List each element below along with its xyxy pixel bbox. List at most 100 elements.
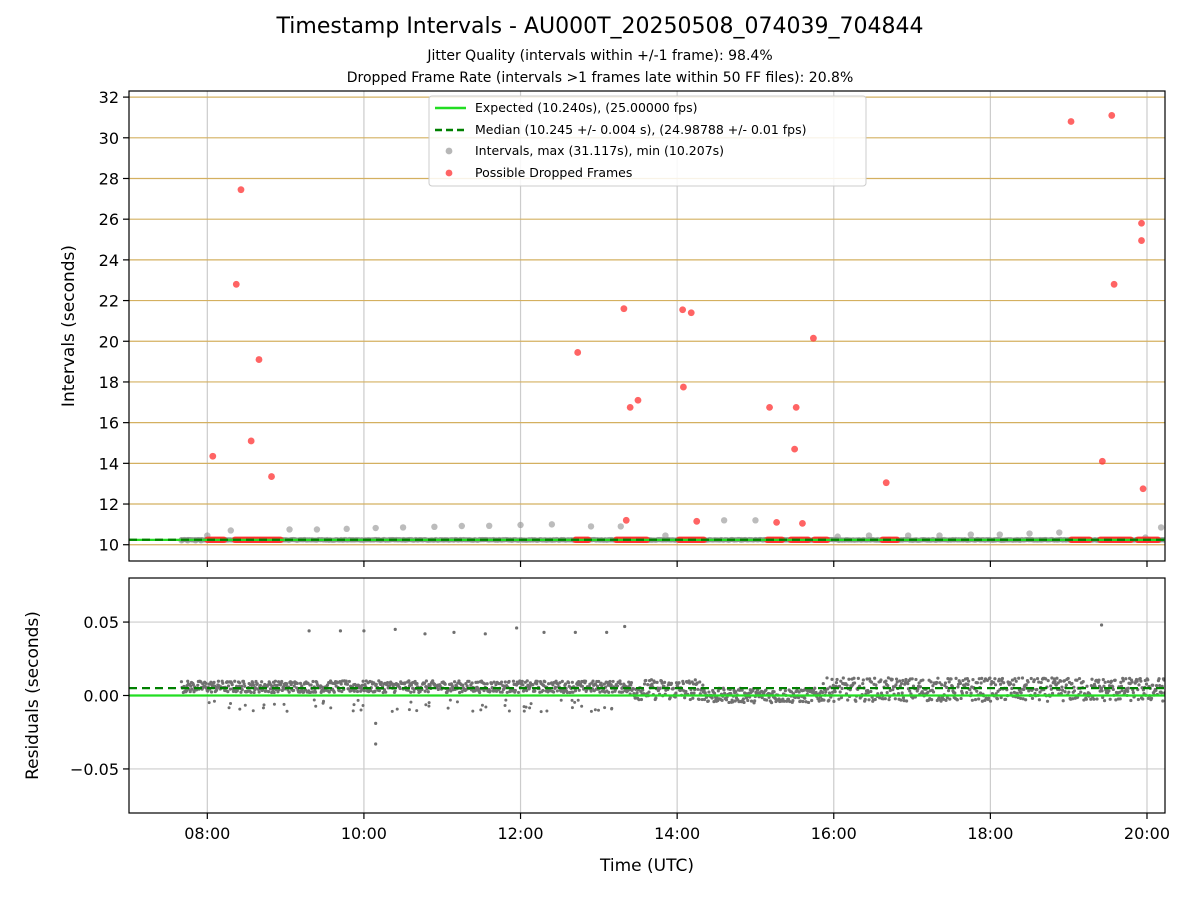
residual-point — [273, 679, 278, 683]
residual-point — [325, 683, 330, 687]
residual-point — [1101, 695, 1105, 700]
residual-point — [314, 704, 318, 708]
dropped-frame-point — [268, 473, 275, 480]
residual-point — [742, 700, 746, 705]
residual-point — [987, 696, 991, 700]
residual-point — [702, 688, 706, 692]
interval-point — [343, 525, 350, 533]
residual-point — [631, 686, 635, 691]
residual-point — [1090, 677, 1094, 681]
residual-point — [292, 684, 296, 688]
residual-point — [551, 683, 555, 687]
residual-point — [573, 700, 577, 704]
residual-point — [956, 685, 960, 689]
residual-point — [958, 681, 963, 686]
residual-point — [494, 683, 498, 687]
legend-dropped-swatch — [445, 169, 453, 177]
residual-point — [1123, 689, 1127, 693]
residual-point — [409, 690, 413, 694]
residual-point — [999, 695, 1003, 700]
residual-point — [209, 690, 214, 694]
residual-point — [1072, 685, 1076, 689]
residual-point — [597, 679, 601, 684]
residual-point — [573, 630, 577, 634]
residual-point — [186, 679, 190, 683]
residual-point — [424, 679, 429, 683]
residual-point — [655, 680, 659, 684]
residual-point — [243, 684, 247, 688]
residual-point — [457, 679, 461, 683]
residual-point — [989, 682, 993, 686]
interval-point — [996, 531, 1003, 538]
residual-point — [948, 697, 952, 701]
residual-point — [257, 690, 261, 694]
residual-point — [1139, 679, 1143, 683]
residual-point — [879, 691, 884, 695]
residual-point — [966, 682, 970, 687]
residual-point — [649, 678, 654, 682]
residual-point — [311, 679, 315, 684]
residual-point — [329, 706, 333, 710]
residual-point — [712, 691, 717, 695]
residual-point — [338, 629, 343, 633]
y-tick-label: 24 — [99, 251, 119, 270]
plot-frame — [128, 90, 1166, 562]
residual-point — [949, 677, 953, 681]
residual-point — [576, 698, 580, 702]
residual-point — [204, 681, 208, 685]
interval-point — [399, 524, 407, 531]
residual-point — [891, 688, 895, 692]
residual-point — [988, 676, 992, 680]
residual-point — [563, 682, 568, 686]
residual-point — [379, 680, 383, 685]
residual-point — [488, 689, 492, 693]
residual-point — [623, 624, 627, 629]
residual-point — [1084, 697, 1088, 701]
residual-point — [791, 698, 795, 703]
residual-point — [671, 686, 675, 690]
residual-point — [899, 698, 903, 702]
y-axis-label: Residuals (seconds) — [23, 611, 43, 780]
residual-point — [663, 680, 667, 684]
residual-point — [309, 683, 313, 687]
residual-point — [603, 706, 607, 710]
residual-point — [797, 690, 801, 694]
residual-point — [1045, 699, 1050, 703]
residual-point — [427, 704, 431, 708]
residual-point — [464, 681, 468, 686]
legend-entry: Possible Dropped Frames — [475, 165, 632, 180]
residual-point — [484, 705, 488, 709]
residual-point — [500, 690, 504, 694]
residual-point — [558, 681, 562, 685]
residual-point — [1064, 683, 1068, 687]
residual-point — [381, 690, 385, 695]
residual-point — [280, 679, 284, 684]
residual-point — [969, 691, 973, 695]
residual-point — [361, 679, 365, 683]
residual-point — [413, 679, 417, 684]
dropped-frame-point — [247, 437, 255, 445]
residual-point — [914, 677, 918, 682]
residual-point — [184, 689, 189, 693]
residual-point — [443, 682, 447, 686]
residual-point — [362, 629, 366, 633]
residual-point — [407, 679, 411, 683]
residual-point — [642, 682, 647, 686]
residual-point — [372, 681, 376, 685]
residual-point — [511, 679, 516, 683]
residual-point — [1100, 689, 1104, 693]
residual-point — [426, 690, 430, 694]
residual-point — [483, 682, 487, 686]
residual-point — [1079, 690, 1083, 694]
residual-point — [904, 699, 909, 703]
residual-point — [1121, 679, 1125, 683]
residual-point — [471, 709, 475, 713]
residual-point — [806, 700, 811, 705]
residual-point — [839, 679, 843, 683]
residual-point — [1035, 687, 1039, 692]
residual-point — [542, 630, 546, 634]
residual-point — [1038, 690, 1042, 694]
residual-point — [977, 697, 981, 701]
residual-point — [1103, 680, 1107, 684]
residual-point — [1118, 697, 1122, 701]
